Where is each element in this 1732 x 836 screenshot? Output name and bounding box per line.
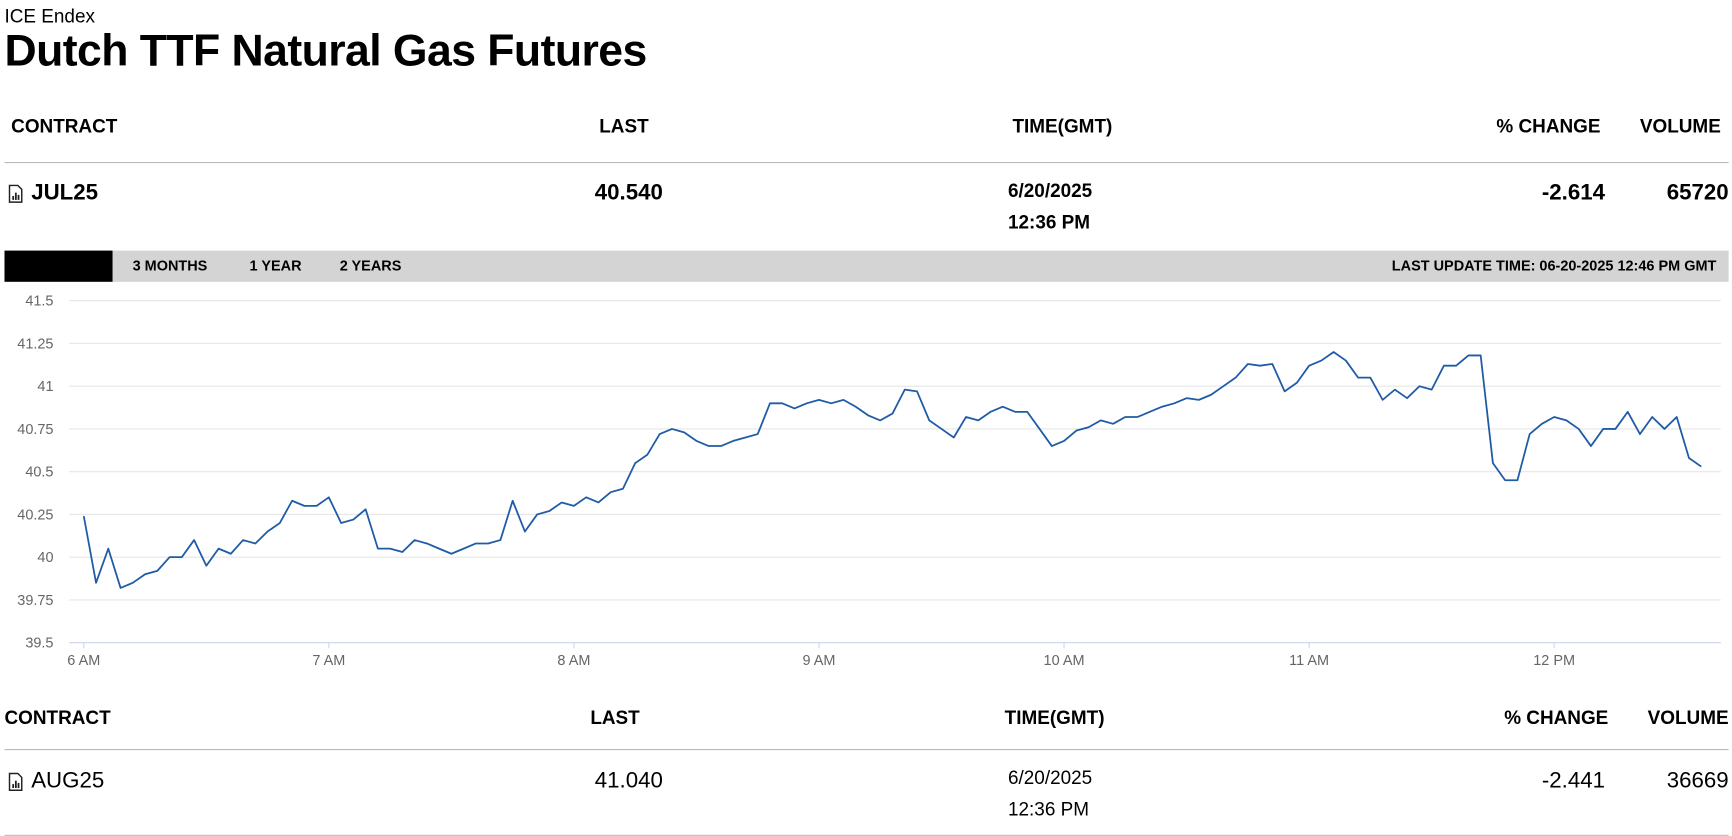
contract: AUG25 <box>31 767 104 792</box>
percent-change: -2.441 <box>1542 767 1605 792</box>
range-tab[interactable]: 2 YEARS <box>340 259 402 275</box>
source: ICE Endex <box>4 6 95 27</box>
volume: 36669 <box>1667 767 1729 792</box>
icon-bar <box>14 780 17 788</box>
y-tick-label: 39.5 <box>25 636 53 652</box>
volume: 65720 <box>1667 179 1729 204</box>
column-header: TIME(GMT) <box>1012 117 1112 138</box>
range-tab[interactable]: 1 YEAR <box>250 259 303 275</box>
icon-bar <box>14 192 17 200</box>
icon-bar <box>17 782 20 788</box>
y-tick-label: 40.25 <box>17 507 53 523</box>
contract-icon <box>8 772 23 791</box>
last-update: LAST UPDATE TIME: 06-20-2025 12:46 PM GM… <box>1392 259 1717 275</box>
trade-date: 6/20/2025 <box>1008 768 1092 789</box>
column-header: CONTRACT <box>4 708 111 729</box>
y-tick-label: 41.5 <box>25 294 53 310</box>
trade-time: 12:36 PM <box>1008 799 1089 820</box>
column-header: CONTRACT <box>11 117 118 138</box>
column-header: LAST <box>590 708 640 729</box>
tab-bar <box>4 250 1729 282</box>
column-header: TIME(GMT) <box>1005 708 1105 729</box>
range-tab[interactable]: 3 MONTHS <box>133 259 208 275</box>
column-header: % CHANGE <box>1504 708 1608 729</box>
trade-date: 6/20/2025 <box>1008 181 1092 202</box>
trade-time: 12:36 PM <box>1008 212 1090 233</box>
column-header: VOLUME <box>1648 708 1729 729</box>
x-tick-label: 12 PM <box>1533 653 1575 669</box>
x-tick-label: 10 AM <box>1044 653 1085 669</box>
page-title: Dutch TTF Natural Gas Futures <box>4 27 646 76</box>
x-tick-label: 7 AM <box>312 653 345 669</box>
icon-bar <box>17 194 20 200</box>
icon-frame <box>8 772 23 791</box>
percent-change: -2.614 <box>1542 179 1606 204</box>
contract: JUL25 <box>31 179 98 204</box>
range-tab[interactable]: INTRADAY <box>25 259 99 275</box>
last-price: 41.040 <box>595 767 663 792</box>
column-header: VOLUME <box>1640 117 1721 138</box>
column-header: % CHANGE <box>1496 117 1600 138</box>
x-tick-label: 11 AM <box>1289 653 1329 669</box>
x-tick-label: 9 AM <box>802 653 835 669</box>
active-tab <box>4 250 113 282</box>
contract-icon <box>8 184 23 203</box>
y-tick-label: 40.5 <box>25 465 53 481</box>
y-tick-label: 41 <box>37 379 53 395</box>
y-tick-label: 40.75 <box>17 422 53 438</box>
x-tick-label: 8 AM <box>557 653 590 669</box>
icon-frame <box>8 184 23 203</box>
icon-bar <box>12 196 15 200</box>
column-header: LAST <box>599 117 649 138</box>
y-tick-label: 39.75 <box>17 593 53 609</box>
icon-bar <box>12 784 15 788</box>
x-tick-label: 6 AM <box>67 653 100 669</box>
y-tick-label: 41.25 <box>17 336 53 352</box>
last-price: 40.540 <box>595 179 663 204</box>
y-tick-label: 40 <box>37 550 53 566</box>
price-line <box>82 351 1702 589</box>
